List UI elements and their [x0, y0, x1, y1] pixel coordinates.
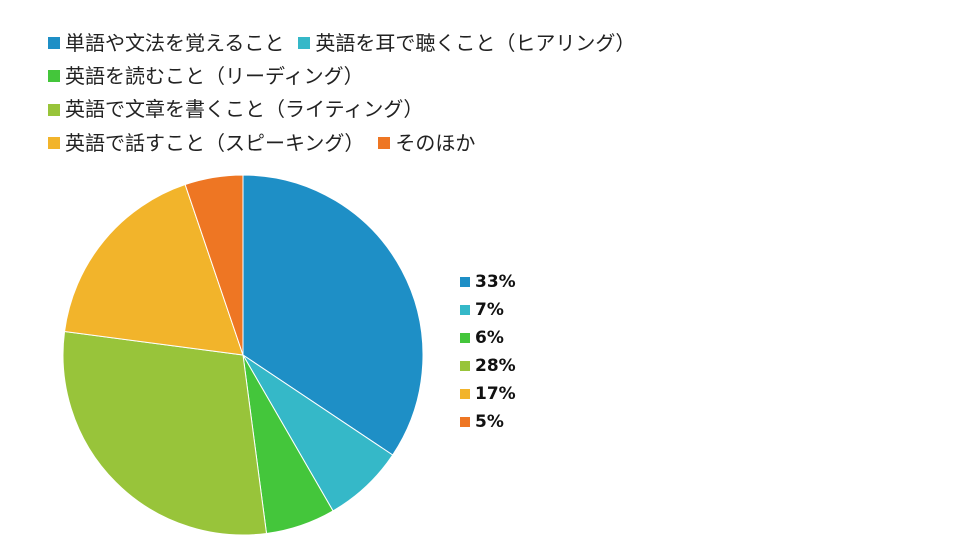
- percentage-swatch: [460, 333, 470, 343]
- percentage-swatch: [460, 361, 470, 371]
- percentage-label: 7%: [475, 300, 504, 320]
- legend-item: 英語で文章を書くこと（ライティング）: [48, 93, 423, 126]
- legend-swatch: [48, 136, 60, 149]
- legend-item: 英語を耳で聴くこと（ヒアリング）: [298, 27, 635, 60]
- percentage-swatch: [460, 417, 470, 427]
- percentage-swatch: [460, 305, 470, 315]
- legend-swatch: [48, 37, 60, 49]
- legend-label: 英語を読むこと（リーディング）: [65, 64, 364, 88]
- legend-label: 英語を耳で聴くこと（ヒアリング）: [315, 30, 636, 55]
- pie-slice: [184, 174, 244, 356]
- legend-label: 英語で文章を書くこと（ライティング）: [65, 97, 424, 122]
- legend-label: そのほか: [395, 130, 476, 155]
- legend-item: 単語や文法を覚えること: [48, 27, 284, 60]
- legend-item: 英語を読むこと（リーディング）: [48, 60, 364, 93]
- chart-legend: 単語や文法を覚えること 英語を耳で聴くこと（ヒアリング） 英語を読むこと（リーディン…: [48, 26, 688, 159]
- percentage-swatch: [460, 389, 470, 399]
- percentage-item: 6%: [460, 324, 516, 352]
- percentage-item: 5%: [460, 408, 516, 436]
- percentage-item: 33%: [460, 268, 516, 296]
- percentage-item: 7%: [460, 296, 516, 324]
- percentage-label: 6%: [475, 328, 504, 348]
- pie-slice: [63, 183, 244, 356]
- legend-swatch: [298, 37, 311, 49]
- percentage-label: 5%: [475, 412, 504, 432]
- legend-label: 単語や文法を覚えること: [65, 30, 285, 55]
- percentage-item: 28%: [460, 352, 516, 380]
- percentage-label: 28%: [475, 356, 516, 376]
- percentage-label: 33%: [475, 272, 516, 292]
- percentage-item: 17%: [460, 380, 516, 408]
- percentage-labels: 33% 7% 6% 28% 17% 5%: [460, 268, 516, 436]
- legend-item: 英語で話すこと（スピーキング）: [48, 127, 364, 160]
- legend-item: そのほか: [378, 127, 475, 160]
- legend-label: 英語で話すこと（スピーキング）: [65, 130, 365, 155]
- percentage-swatch: [460, 277, 470, 287]
- pie-slice: [62, 330, 268, 536]
- percentage-label: 17%: [475, 384, 516, 404]
- legend-swatch: [48, 70, 60, 83]
- legend-swatch: [378, 136, 391, 149]
- legend-swatch: [48, 103, 60, 116]
